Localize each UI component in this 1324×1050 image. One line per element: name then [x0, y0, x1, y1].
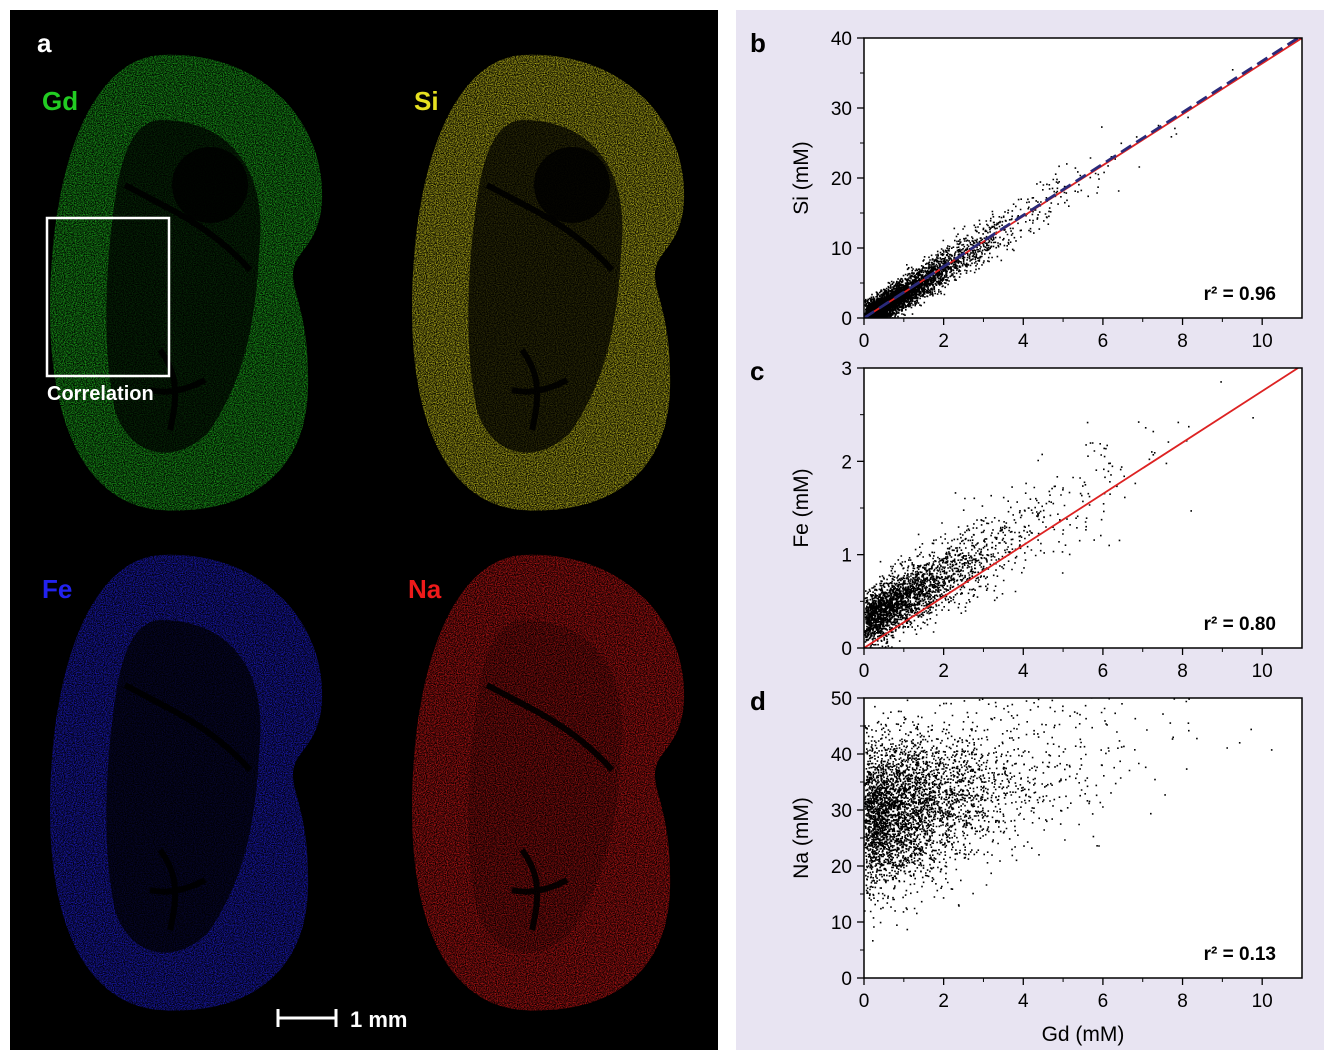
kidney-dark-region: [534, 147, 610, 223]
correlation-roi-label: Correlation: [47, 383, 154, 405]
correlation-roi-box: [45, 216, 171, 378]
kidney-fissure: [485, 182, 615, 272]
si-map: [412, 54, 685, 511]
y-tick-label: 30: [831, 801, 852, 822]
x-tick-label: 6: [1098, 991, 1109, 1012]
y-tick-label: 10: [831, 913, 852, 934]
y-axis-title: Fe (mM): [790, 468, 813, 547]
kidney-fissure: [511, 348, 569, 431]
kidney-fissure: [149, 348, 207, 431]
na-map: [412, 554, 685, 1011]
scatter-plot-c: c 0 2 4 6 8 10 0 1 2 3 Fe (mM) r² = 0.80: [750, 356, 1303, 682]
x-tick-label: 4: [1018, 661, 1029, 682]
scale-bar: [276, 1009, 338, 1027]
x-tick-label: 0: [859, 661, 870, 682]
y-tick-label: 0: [841, 969, 852, 990]
plot-area: [864, 698, 1302, 978]
panel-letter-b: b: [750, 28, 766, 58]
y-tick-label: 50: [831, 689, 852, 710]
x-tick-label: 2: [938, 331, 949, 352]
scatter-plot-d: d 0 2 4 6 8 10 0 10 20 30 40 50 Na (mM) Gd (mM) r² = 0.…: [750, 686, 1303, 1046]
kidney-fissure: [149, 848, 207, 931]
kidney-fissure: [485, 682, 615, 772]
gd-map: [50, 54, 323, 511]
r-squared-annotation: r² = 0.13: [1204, 944, 1276, 965]
kidney-medulla: [468, 620, 623, 953]
y-tick-label: 0: [841, 639, 852, 660]
fit-line-solid: [864, 368, 1299, 648]
scatter-plot-b: b 0 2 4 6 8 10 0 10 20 30 40 Si (mM) r² = 0.96: [750, 28, 1303, 352]
y-tick-label: 30: [831, 99, 852, 120]
kidney-section: [412, 554, 685, 1011]
y-tick-label: 20: [831, 169, 852, 190]
x-tick-label: 10: [1252, 991, 1273, 1012]
data-points: [864, 381, 1254, 648]
scale-bar-label: 1 mm: [350, 1007, 407, 1032]
kidney-fissure: [511, 848, 569, 931]
y-tick-label: 2: [841, 452, 852, 473]
y-tick-label: 20: [831, 857, 852, 878]
x-tick-label: 2: [938, 991, 949, 1012]
x-tick-label: 0: [859, 331, 870, 352]
label-gd: Gd: [42, 86, 78, 116]
label-na: Na: [408, 574, 442, 604]
x-tick-label: 10: [1252, 331, 1273, 352]
x-tick-label: 2: [938, 661, 949, 682]
y-tick-label: 40: [831, 29, 852, 50]
x-tick-label: 8: [1177, 331, 1188, 352]
x-tick-label: 4: [1018, 331, 1029, 352]
panel-letter-a: a: [37, 28, 52, 58]
x-tick-label: 0: [859, 991, 870, 1012]
kidney-medulla: [106, 620, 261, 953]
y-axis-title: Na (mM): [790, 797, 813, 879]
x-tick-label: 6: [1098, 331, 1109, 352]
x-tick-label: 4: [1018, 991, 1029, 1012]
x-tick-label: 8: [1177, 661, 1188, 682]
label-si: Si: [414, 86, 439, 116]
panel-letter-c: c: [750, 356, 764, 386]
kidney-dark-region: [172, 147, 248, 223]
r-squared-annotation: r² = 0.80: [1204, 614, 1276, 635]
y-tick-label: 0: [841, 309, 852, 330]
kidney-fissure: [123, 182, 253, 272]
x-tick-label: 6: [1098, 661, 1109, 682]
y-tick-label: 1: [841, 546, 852, 567]
element-maps-panel: a Gd Si Fe Na Correlation 1 mm: [10, 10, 718, 1050]
y-axis-title: Si (mM): [790, 141, 813, 214]
kidney-fissure: [123, 682, 253, 772]
fit-line-dashed: [864, 38, 1299, 318]
label-fe: Fe: [42, 574, 72, 604]
x-axis-title: Gd (mM): [1042, 1023, 1125, 1046]
r-squared-annotation: r² = 0.96: [1204, 284, 1276, 305]
y-tick-label: 3: [841, 359, 852, 380]
y-tick-label: 10: [831, 239, 852, 260]
panel-letter-d: d: [750, 686, 766, 716]
fe-map: [50, 554, 323, 1011]
x-tick-label: 10: [1252, 661, 1273, 682]
element-maps-figure: a Gd Si Fe Na Correlation 1 mm: [37, 28, 685, 1032]
y-tick-label: 40: [831, 745, 852, 766]
x-tick-label: 8: [1177, 991, 1188, 1012]
point-cloud: [864, 381, 1254, 648]
correlation-plots-panel: b 0 2 4 6 8 10 0 10 20 30 40 Si (mM) r² = 0.96 c 0 2 4 6 8 1…: [736, 10, 1324, 1050]
